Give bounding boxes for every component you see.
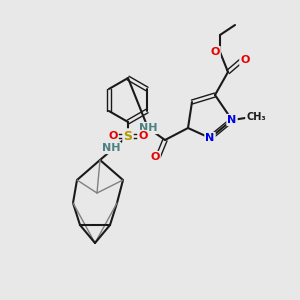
Text: N: N (206, 133, 214, 143)
Text: O: O (108, 131, 118, 141)
Text: CH₃: CH₃ (246, 112, 266, 122)
Text: O: O (210, 47, 220, 57)
Text: NH: NH (139, 123, 157, 133)
Text: O: O (150, 152, 160, 162)
Text: N: N (227, 115, 237, 125)
Text: O: O (240, 55, 250, 65)
Text: S: S (124, 130, 133, 142)
Text: O: O (138, 131, 148, 141)
Text: NH: NH (102, 143, 120, 153)
